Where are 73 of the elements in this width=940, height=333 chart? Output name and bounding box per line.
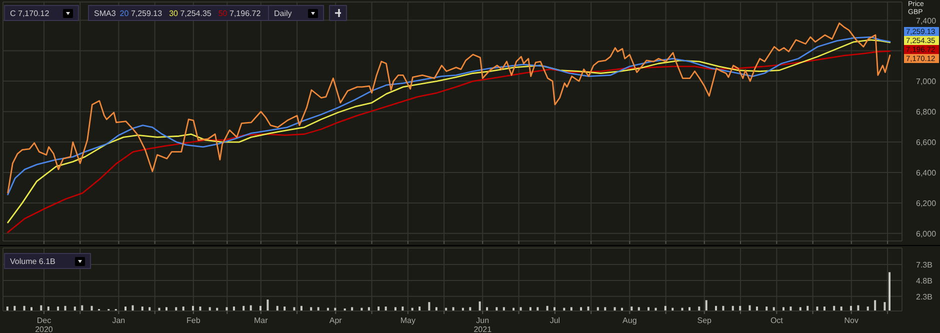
bar xyxy=(554,307,556,311)
bar xyxy=(428,302,430,311)
bar xyxy=(529,307,532,311)
x-tick-label: Aug xyxy=(622,316,637,325)
y-tick-label: 7.3B xyxy=(916,260,932,270)
bar xyxy=(486,307,488,311)
bar xyxy=(772,307,775,311)
bar xyxy=(604,307,606,311)
x-tick-label: Mar xyxy=(254,316,268,325)
bar xyxy=(496,307,498,311)
bar xyxy=(874,300,876,311)
annotation: 7,254.35 xyxy=(180,8,212,18)
bar xyxy=(266,300,269,311)
text: 20 xyxy=(120,8,129,18)
bar xyxy=(175,307,178,311)
legend-title: SMA3 xyxy=(94,8,116,18)
bar xyxy=(351,307,354,311)
bar xyxy=(520,307,522,311)
bar xyxy=(782,307,784,311)
y-tick-label: 6,400 xyxy=(916,168,937,178)
x-tick-label: Apr xyxy=(329,316,342,325)
y-tick-label: 4.8B xyxy=(916,276,932,286)
bar xyxy=(580,307,582,311)
bar xyxy=(469,307,472,311)
x-tick-label: Jun 2021 xyxy=(474,316,492,333)
x-tick-label: Jul xyxy=(550,316,560,325)
y-tick-label: 6,200 xyxy=(916,198,937,208)
bar xyxy=(317,307,320,311)
bar xyxy=(502,307,505,311)
bar xyxy=(638,307,640,311)
y-tick-label: 6,600 xyxy=(916,138,937,148)
bar xyxy=(310,307,312,311)
x-tick-label: Sep xyxy=(697,316,712,325)
annotation: 7,196.72 xyxy=(230,8,261,18)
bar xyxy=(368,307,370,311)
bar xyxy=(478,301,481,311)
bar xyxy=(888,272,891,311)
y-tick-label: 6,000 xyxy=(916,229,937,238)
y-tick-label: 2.3B xyxy=(916,292,932,302)
bar xyxy=(614,307,616,311)
bar xyxy=(226,307,228,311)
quote-field: C 7,170.12 xyxy=(4,5,80,21)
x-tick-label: Nov xyxy=(844,316,859,325)
bar xyxy=(394,307,396,311)
y-tick-label: 6,800 xyxy=(916,108,937,117)
bar xyxy=(165,307,168,311)
text: 50 xyxy=(218,8,228,18)
x-tick-label: Oct xyxy=(770,316,784,325)
bar xyxy=(452,307,454,311)
bar xyxy=(688,307,690,311)
bar xyxy=(648,307,650,311)
annotation: 7,259.13 xyxy=(130,8,162,18)
annotation: Daily xyxy=(274,8,292,18)
y-tick-label: 7,400 xyxy=(916,16,937,26)
x-tick-label: Jan xyxy=(112,316,126,325)
x-tick-label: Feb xyxy=(186,316,201,325)
bar xyxy=(293,307,296,311)
bar xyxy=(596,307,599,311)
bar xyxy=(570,307,572,311)
volume-field: Volume 6.1B xyxy=(4,253,92,269)
bar xyxy=(208,307,211,311)
bar xyxy=(536,307,539,311)
text: 30 xyxy=(169,8,178,18)
bar xyxy=(799,307,802,311)
bar xyxy=(884,302,886,311)
x-tick-label: Dec 2020 xyxy=(35,316,54,333)
interval-dropdown: Daily xyxy=(268,5,324,21)
bar xyxy=(435,307,438,311)
annotation: C 7,170.12 xyxy=(10,8,50,18)
y-tick-label: 7,000 xyxy=(916,77,937,86)
x-tick-label: May xyxy=(400,316,416,325)
bar xyxy=(705,300,708,311)
bar xyxy=(148,307,151,311)
